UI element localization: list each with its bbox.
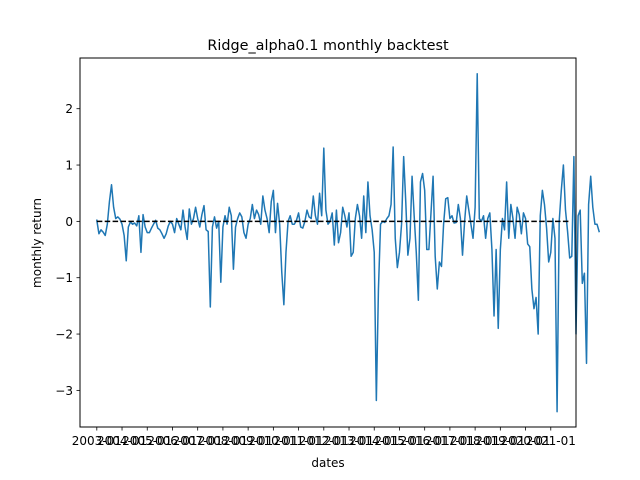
x-tick-label: 2013-01 <box>324 434 374 448</box>
x-axis-label: dates <box>311 456 344 470</box>
x-tick-label: 2006-01 <box>147 434 197 448</box>
x-tick-label: 2009-01 <box>223 434 273 448</box>
y-tick-label: −3 <box>55 384 73 398</box>
x-tick-label: 2017-01 <box>425 434 475 448</box>
x-tick-label: 2003-01 <box>72 434 122 448</box>
x-tick-label: 2011-01 <box>274 434 324 448</box>
chart-title: Ridge_alpha0.1 monthly backtest <box>207 38 449 54</box>
y-tick-label: 0 <box>65 215 73 229</box>
y-tick-label: 2 <box>65 102 73 116</box>
x-axis: 2003-012004-012005-012006-012007-012008-… <box>72 427 576 448</box>
y-tick-label: −2 <box>55 327 73 341</box>
monthly-return-line <box>95 73 601 413</box>
y-axis: 2 1 0 −1 −2 −3 <box>55 102 80 398</box>
x-tick-label: 2021-01 <box>526 434 576 448</box>
x-tick-label: 2008-01 <box>198 434 248 448</box>
x-tick-label: 2018-01 <box>450 434 500 448</box>
y-axis-label: monthly return <box>30 198 44 288</box>
x-tick-label: 2010-01 <box>248 434 298 448</box>
y-tick-label: 1 <box>65 158 73 172</box>
x-tick-label: 2019-01 <box>475 434 525 448</box>
x-tick-label: 2004-01 <box>97 434 147 448</box>
x-tick-label: 2005-01 <box>122 434 172 448</box>
plot-frame <box>79 57 577 428</box>
plot-area <box>95 73 601 413</box>
x-tick-label: 2015-01 <box>374 434 424 448</box>
x-tick-label: 2020-01 <box>500 434 550 448</box>
x-tick-label: 2014-01 <box>349 434 399 448</box>
x-tick-label: 2016-01 <box>400 434 450 448</box>
y-tick-label: −1 <box>55 271 73 285</box>
x-tick-label: 2007-01 <box>173 434 223 448</box>
x-tick-label: 2012-01 <box>299 434 349 448</box>
